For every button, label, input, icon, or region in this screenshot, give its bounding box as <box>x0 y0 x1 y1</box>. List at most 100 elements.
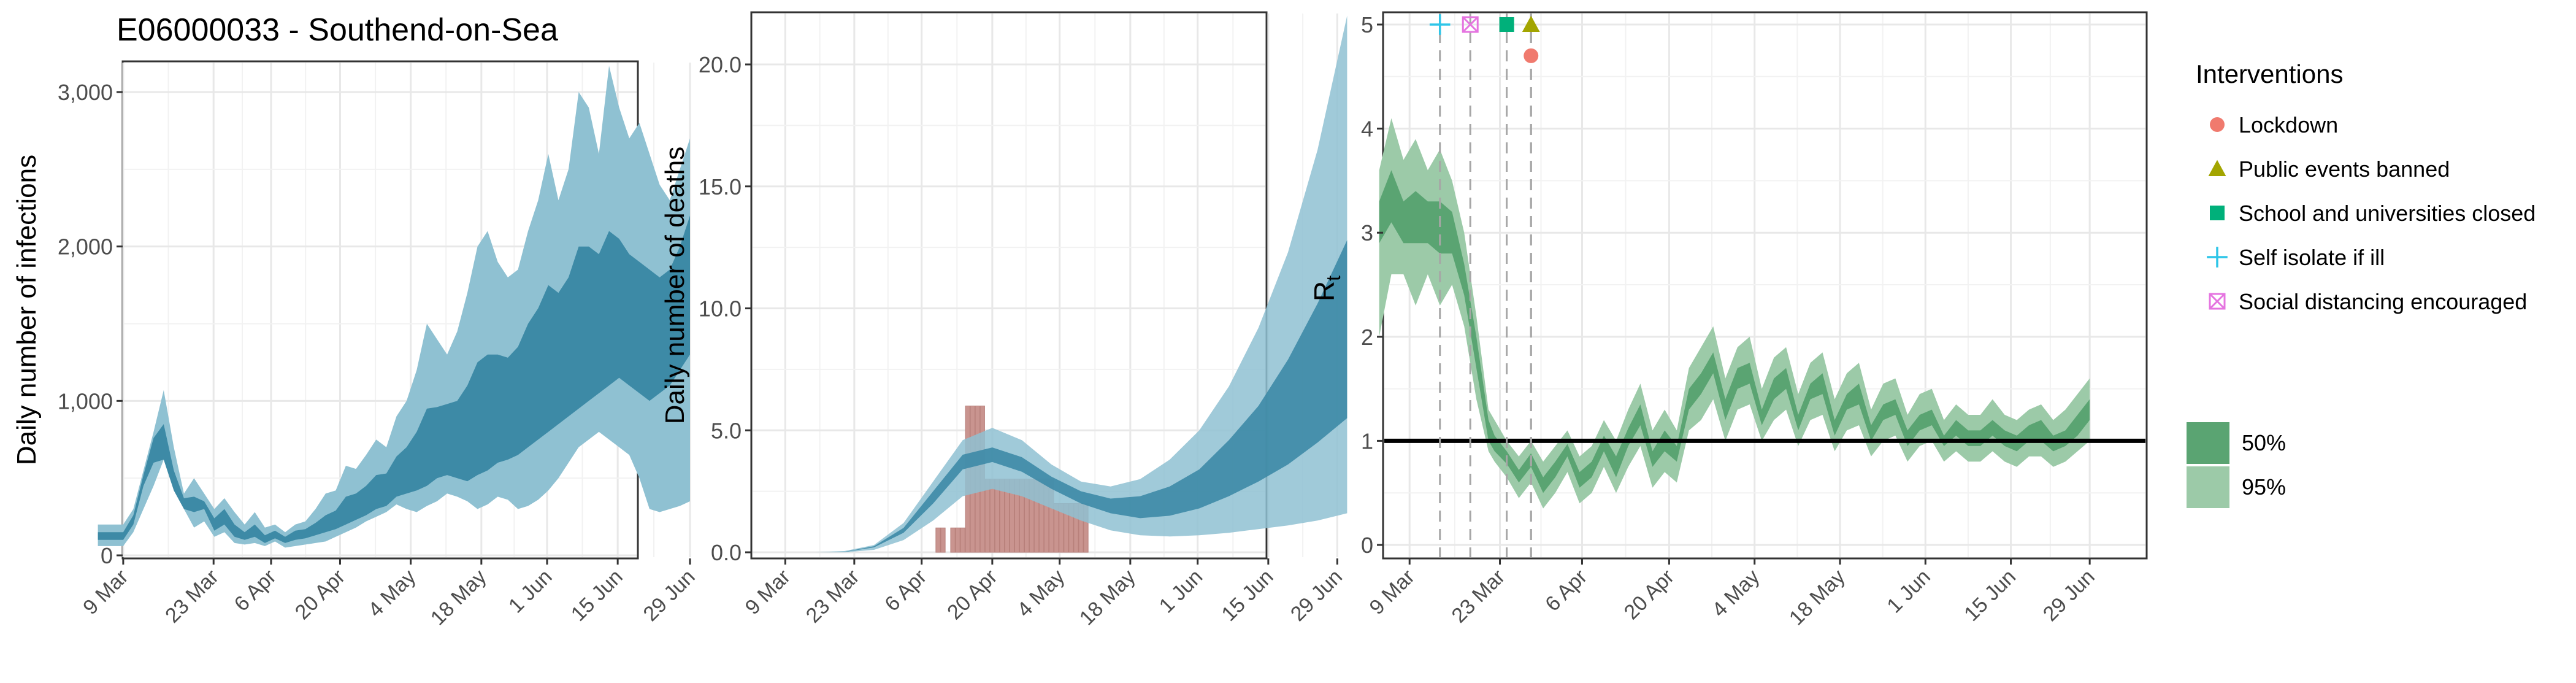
rt-panel: 0 1 2 3 4 5 9 Mar 23 Mar 6 Apr 20 Apr 4 May 18 May… <box>1308 11 2148 630</box>
x-tick-label: 20 Apr <box>943 565 1002 624</box>
death-bar <box>955 527 960 553</box>
x-tick-label: 9 Mar <box>741 565 795 619</box>
x-tick-label: 4 May <box>364 565 420 622</box>
x-tick-label: 6 Apr <box>880 565 931 616</box>
y-tick-label: 1 <box>1361 428 1373 453</box>
y-axis-label: Daily number of infections <box>12 155 42 465</box>
y-axis-label-sub: t <box>1322 276 1344 281</box>
legend-item-label: Lockdown <box>2239 112 2338 137</box>
legend-items: Lockdown Public events banned School and u… <box>2207 112 2536 314</box>
x-tick-label: 23 Mar <box>802 565 864 628</box>
ci95-band <box>785 15 1347 552</box>
legend: Interventions Lockdown Public events bann… <box>2187 60 2536 508</box>
ci95-area <box>1379 118 2090 509</box>
death-bar <box>960 527 965 553</box>
x-tick-label: 29 Jun <box>639 565 700 626</box>
legend-ci-label: 50% <box>2242 430 2286 455</box>
y-tick-label: 10.0 <box>699 296 742 322</box>
y-tick-label: 5.0 <box>711 418 742 443</box>
y-tick-label: 3,000 <box>58 80 113 105</box>
death-bar <box>989 479 995 553</box>
self-isolate-marker <box>2207 247 2228 268</box>
legend-ci-swatch <box>2187 466 2229 508</box>
y-ticks: 0 1 2 3 4 5 <box>1361 12 1383 558</box>
ci50-band <box>785 240 1347 552</box>
x-tick-label: 20 Apr <box>1620 565 1679 624</box>
legend-item-label: School and universities closed <box>2239 201 2536 226</box>
ci95-band <box>1379 118 2090 509</box>
ci50-area <box>785 240 1347 552</box>
legend-title: Interventions <box>2196 60 2343 88</box>
x-tick-label: 9 Mar <box>79 565 132 619</box>
x-ticks: 9 Mar 23 Mar 6 Apr 20 Apr 4 May 18 May 1 Jun 15… <box>1365 558 2099 630</box>
x-tick-label: 4 May <box>1708 565 1764 622</box>
y-tick-label: 2 <box>1361 325 1373 350</box>
social-distancing-marker <box>1462 16 1479 33</box>
x-tick-label: 9 Mar <box>1365 565 1419 619</box>
death-bar <box>940 527 946 553</box>
ci50-band <box>98 215 691 543</box>
boxx-diag2 <box>2209 293 2226 310</box>
x-tick-label: 18 May <box>1785 565 1850 630</box>
lockdown-marker <box>1524 48 1539 63</box>
social-distancing-marker <box>2209 293 2226 310</box>
x-tick-label: 1 Jun <box>504 565 557 618</box>
x-tick-label: 15 Jun <box>1960 565 2020 626</box>
figure-title: E06000033 - Southend-on-Sea <box>117 12 558 48</box>
legend-item-label: Public events banned <box>2239 156 2450 182</box>
legend-ci-swatch <box>2187 422 2229 464</box>
x-tick-label: 23 Mar <box>161 565 223 628</box>
boxx-box <box>2209 293 2226 310</box>
school-marker <box>1499 17 1514 32</box>
school-marker <box>2210 206 2225 220</box>
x-tick-label: 29 Jun <box>2039 565 2099 626</box>
y-ticks: 0.0 5.0 10.0 15.0 20.0 <box>699 52 751 565</box>
self-isolate-marker <box>1429 14 1451 35</box>
lockdown-marker <box>2210 117 2225 132</box>
x-ticks: 9 Mar 23 Mar 6 Apr 20 Apr 4 May 18 May 1 Jun 15… <box>79 558 700 630</box>
y-tick-label: 0 <box>1361 533 1373 558</box>
y-tick-label: 2,000 <box>58 234 113 260</box>
y-tick-label: 0 <box>101 543 113 568</box>
x-tick-label: 15 Jun <box>567 565 627 626</box>
y-ticks: 0 1,000 2,000 3,000 <box>58 80 123 568</box>
x-tick-label: 1 Jun <box>1882 565 1935 618</box>
x-tick-label: 20 Apr <box>291 565 350 624</box>
x-tick-label: 4 May <box>1013 565 1069 622</box>
x-tick-label: 1 Jun <box>1155 565 1208 618</box>
x-tick-label: 6 Apr <box>1541 565 1592 616</box>
intervention-markers <box>1429 14 1540 63</box>
y-tick-label: 20.0 <box>699 52 742 77</box>
boxx-box <box>1462 16 1479 33</box>
x-ticks: 9 Mar 23 Mar 6 Apr 20 Apr 4 May 18 May 1 Jun 15… <box>741 558 1347 630</box>
infections-panel: 0 1,000 2,000 3,000 9 Mar 23 Mar 6 Apr 20 Apr 4… <box>12 60 700 630</box>
death-bar <box>950 527 956 553</box>
public-events-marker <box>2208 160 2226 176</box>
x-tick-label: 18 May <box>1075 565 1140 630</box>
legend-item-label: Social distancing encouraged <box>2239 289 2527 314</box>
x-tick-label: 6 Apr <box>230 565 281 616</box>
public-events-marker <box>1522 15 1540 32</box>
y-tick-label: 15.0 <box>699 174 742 199</box>
x-tick-label: 23 Mar <box>1447 565 1509 628</box>
x-tick-label: 15 Jun <box>1217 565 1278 626</box>
boxx-diag2 <box>1462 16 1479 33</box>
y-axis-label-main: R <box>1308 281 1340 301</box>
ci50-area <box>98 215 691 543</box>
ci95-area <box>785 15 1347 552</box>
x-tick-label: 29 Jun <box>1286 565 1347 626</box>
y-tick-label: 5 <box>1361 12 1373 37</box>
y-axis-label: Daily number of deaths <box>660 147 690 424</box>
death-bar <box>935 527 941 553</box>
legend-ci-label: 95% <box>2242 474 2286 500</box>
y-tick-label: 3 <box>1361 220 1373 245</box>
deaths-panel: 0.0 5.0 10.0 15.0 20.0 9 Mar 23 Mar 6 Apr 20 Ap… <box>660 11 1347 630</box>
x-tick-label: 18 May <box>426 565 491 630</box>
legend-ci: 50% 95% <box>2187 422 2286 508</box>
y-axis-label: Rt <box>1308 276 1344 301</box>
y-tick-label: 1,000 <box>58 388 113 414</box>
y-tick-label: 4 <box>1361 117 1373 142</box>
y-tick-label: 0.0 <box>711 540 742 565</box>
legend-item-label: Self isolate if ill <box>2239 245 2385 270</box>
